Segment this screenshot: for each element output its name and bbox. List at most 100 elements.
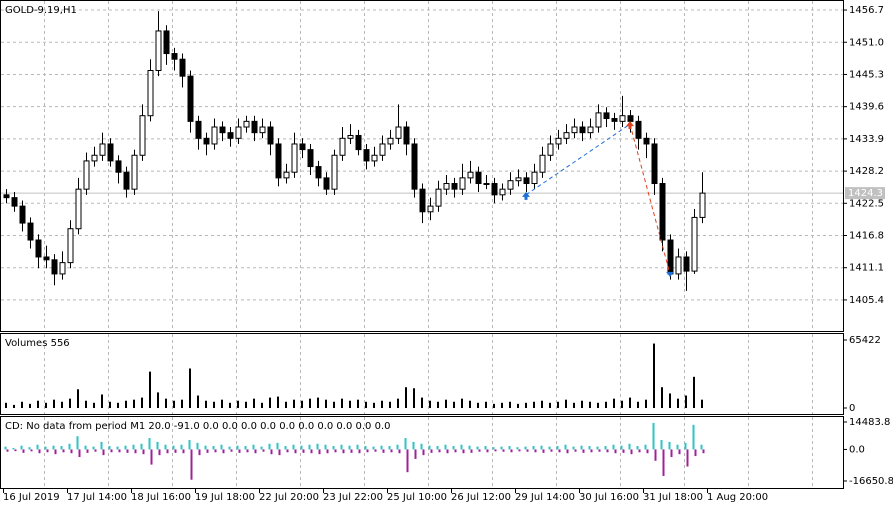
y-tick-label: 1451.0 bbox=[849, 37, 884, 48]
bar bbox=[406, 449, 409, 473]
bar bbox=[660, 439, 663, 450]
bar bbox=[597, 402, 599, 409]
bar bbox=[214, 449, 217, 453]
bar bbox=[382, 449, 385, 453]
candle-body bbox=[435, 188, 442, 207]
candle-body bbox=[451, 183, 458, 190]
bar bbox=[253, 398, 255, 409]
candle-body bbox=[507, 180, 514, 190]
bar bbox=[174, 449, 177, 453]
bar bbox=[285, 401, 287, 409]
bar bbox=[645, 399, 647, 409]
bar bbox=[422, 449, 425, 456]
bar bbox=[22, 449, 25, 453]
candle-body bbox=[75, 188, 82, 230]
bar bbox=[510, 449, 513, 453]
bar bbox=[166, 449, 169, 454]
bar bbox=[220, 444, 223, 450]
bar bbox=[614, 449, 617, 454]
bar bbox=[518, 449, 521, 452]
bar bbox=[269, 397, 271, 409]
bar bbox=[702, 449, 705, 454]
bar bbox=[36, 444, 39, 450]
bar bbox=[653, 343, 655, 409]
bar bbox=[190, 449, 193, 480]
y-tick-label: 0.0 bbox=[849, 444, 865, 455]
bar bbox=[69, 398, 71, 409]
bar bbox=[150, 449, 153, 465]
bar bbox=[309, 398, 311, 409]
bar bbox=[516, 447, 519, 450]
bar bbox=[198, 449, 201, 456]
candle-body bbox=[179, 58, 186, 77]
bar bbox=[206, 449, 209, 453]
bar bbox=[662, 449, 665, 476]
bar bbox=[5, 402, 7, 409]
bar bbox=[317, 397, 319, 409]
bar bbox=[100, 441, 103, 450]
bar bbox=[204, 445, 207, 450]
candle-body bbox=[419, 188, 426, 213]
bar bbox=[366, 449, 369, 453]
bar bbox=[580, 445, 583, 450]
bar bbox=[245, 401, 247, 409]
bar bbox=[533, 401, 535, 409]
candle-body bbox=[83, 160, 90, 190]
y-tick-label: 1439.6 bbox=[849, 102, 884, 113]
bar bbox=[612, 444, 615, 450]
bar bbox=[38, 449, 41, 454]
bar bbox=[348, 445, 351, 450]
bar bbox=[237, 400, 239, 409]
candle-body bbox=[347, 134, 354, 139]
bar bbox=[558, 449, 561, 453]
bar bbox=[93, 402, 95, 409]
x-tick-label: 17 Jul 14:00 bbox=[67, 492, 127, 503]
bar bbox=[477, 402, 479, 409]
bar bbox=[294, 449, 297, 454]
y-tick-label: 1433.9 bbox=[849, 134, 884, 145]
volume-panel-border bbox=[0, 333, 844, 415]
bar bbox=[254, 449, 257, 454]
bar bbox=[668, 441, 671, 450]
candle-body bbox=[171, 53, 178, 60]
candle-body bbox=[51, 259, 58, 275]
candle-body bbox=[683, 256, 690, 272]
bar bbox=[316, 443, 319, 450]
bar bbox=[670, 449, 673, 458]
bar bbox=[108, 446, 111, 450]
bar bbox=[470, 449, 473, 453]
bar bbox=[236, 445, 239, 450]
bar bbox=[325, 399, 327, 409]
y-tick-label: 1428.2 bbox=[849, 166, 884, 177]
bar bbox=[534, 449, 537, 453]
bar bbox=[598, 449, 601, 452]
bar bbox=[20, 445, 23, 450]
candle-body bbox=[571, 126, 578, 134]
bar bbox=[485, 401, 487, 409]
bar bbox=[430, 449, 433, 453]
candle-body bbox=[115, 160, 122, 173]
bar bbox=[68, 443, 71, 450]
bar bbox=[308, 444, 311, 450]
bar bbox=[61, 401, 63, 409]
cd-panel-border bbox=[0, 416, 844, 489]
bar bbox=[37, 400, 39, 409]
bar bbox=[437, 401, 439, 409]
candle-body bbox=[291, 143, 298, 173]
bar bbox=[532, 446, 535, 450]
bar bbox=[404, 438, 407, 450]
bar bbox=[452, 446, 455, 450]
bar bbox=[380, 445, 383, 450]
bar bbox=[686, 449, 689, 467]
candle-body bbox=[275, 143, 282, 179]
bar bbox=[638, 449, 641, 453]
bar bbox=[661, 387, 663, 409]
y-tick-label: 14483.8 bbox=[849, 417, 890, 428]
bar bbox=[133, 399, 135, 409]
bar bbox=[381, 400, 383, 409]
bar bbox=[646, 449, 649, 454]
bar bbox=[581, 400, 583, 409]
bar bbox=[118, 449, 121, 453]
candle-body bbox=[635, 120, 642, 139]
